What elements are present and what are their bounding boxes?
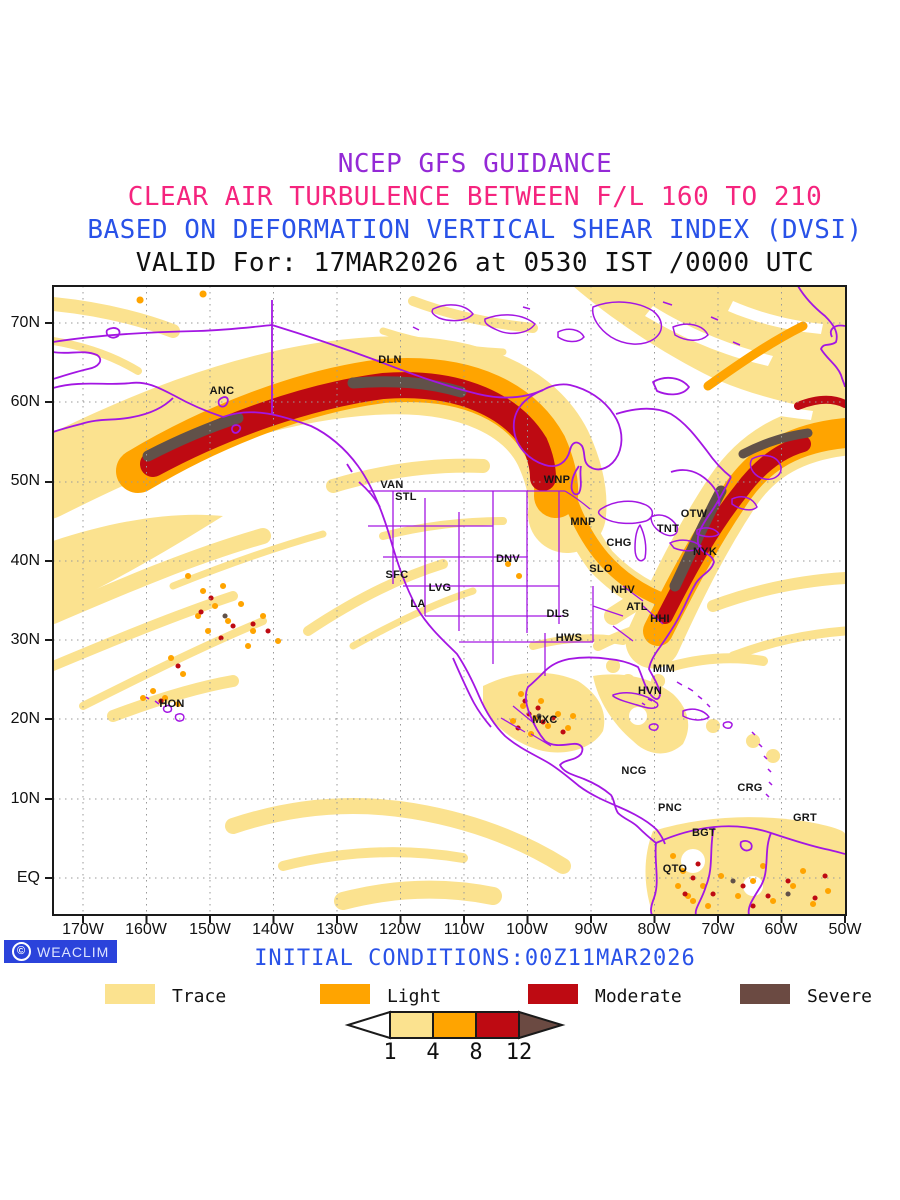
lon-label: 110W [443, 921, 485, 938]
title-method: BASED ON DEFORMATION VERTICAL SHEAR INDE… [87, 215, 863, 245]
scale-tick: 4 [426, 1040, 440, 1065]
legend-label-severe: Severe [807, 986, 873, 1007]
turbulence-severe-layer [142, 376, 813, 897]
coastline-layer [53, 286, 846, 915]
legend-label-trace: Trace [172, 986, 227, 1007]
title-valid-time: VALID For: 17MAR2026 at 0530 IST /0000 U… [135, 248, 815, 278]
lat-label: 30N [10, 631, 40, 648]
lon-label: 150W [189, 921, 231, 938]
scale-seg-trace [389, 1011, 434, 1039]
lat-label: 40N [10, 552, 40, 569]
lat-label: EQ [16, 869, 40, 886]
graticule [53, 286, 846, 915]
map-canvas [45, 285, 847, 923]
axis-ticks [45, 322, 846, 923]
scale-arrow-right [518, 1010, 566, 1040]
legend-label-moderate: Moderate [595, 986, 682, 1007]
lon-label: 170W [62, 921, 104, 938]
legend-swatch-light [320, 984, 370, 1004]
lon-label: 60W [764, 921, 798, 938]
scale-arrow-left [344, 1010, 391, 1040]
scale-tick: 1 [383, 1040, 397, 1065]
map-frame [52, 285, 847, 916]
intensity-scale-bar [344, 1010, 566, 1040]
lon-label: 70W [701, 921, 735, 938]
border-layer [368, 490, 664, 747]
lat-label: 50N [10, 472, 40, 489]
lon-label: 140W [252, 921, 294, 938]
scale-tick: 8 [469, 1040, 483, 1065]
scale-seg-moderate [475, 1011, 520, 1039]
lon-label: 90W [574, 921, 608, 938]
lat-label: 60N [10, 393, 40, 410]
title-model: NCEP GFS GUIDANCE [337, 149, 613, 179]
lon-label: 160W [125, 921, 167, 938]
copyright-icon: © [12, 942, 31, 961]
title-block: NCEP GFS GUIDANCE CLEAR AIR TURBULENCE B… [50, 148, 900, 280]
lon-label: 120W [379, 921, 421, 938]
lat-label: 10N [10, 790, 40, 807]
legend-swatch-trace [105, 984, 155, 1004]
lon-label: 80W [637, 921, 671, 938]
title-product: CLEAR AIR TURBULENCE BETWEEN F/L 160 TO … [127, 182, 823, 212]
scale-tick: 12 [505, 1040, 533, 1065]
islands-lakes-layer [145, 301, 782, 798]
lat-label: 70N [10, 314, 40, 331]
lon-label: 50W [828, 921, 862, 938]
initial-conditions-text: INITIAL CONDITIONS:00Z11MAR2026 [254, 946, 696, 971]
legend-swatch-severe [740, 984, 790, 1004]
map-white-gaps [629, 301, 823, 896]
scale-seg-light [432, 1011, 477, 1039]
lon-label: 130W [316, 921, 358, 938]
legend-swatch-moderate [528, 984, 578, 1004]
lon-label: 100W [506, 921, 548, 938]
weaclim-logo: © WEACLIM [4, 940, 118, 963]
lat-label: 20N [10, 710, 40, 727]
legend-label-light: Light [387, 986, 442, 1007]
weaclim-logo-text: WEACLIM [37, 943, 110, 960]
